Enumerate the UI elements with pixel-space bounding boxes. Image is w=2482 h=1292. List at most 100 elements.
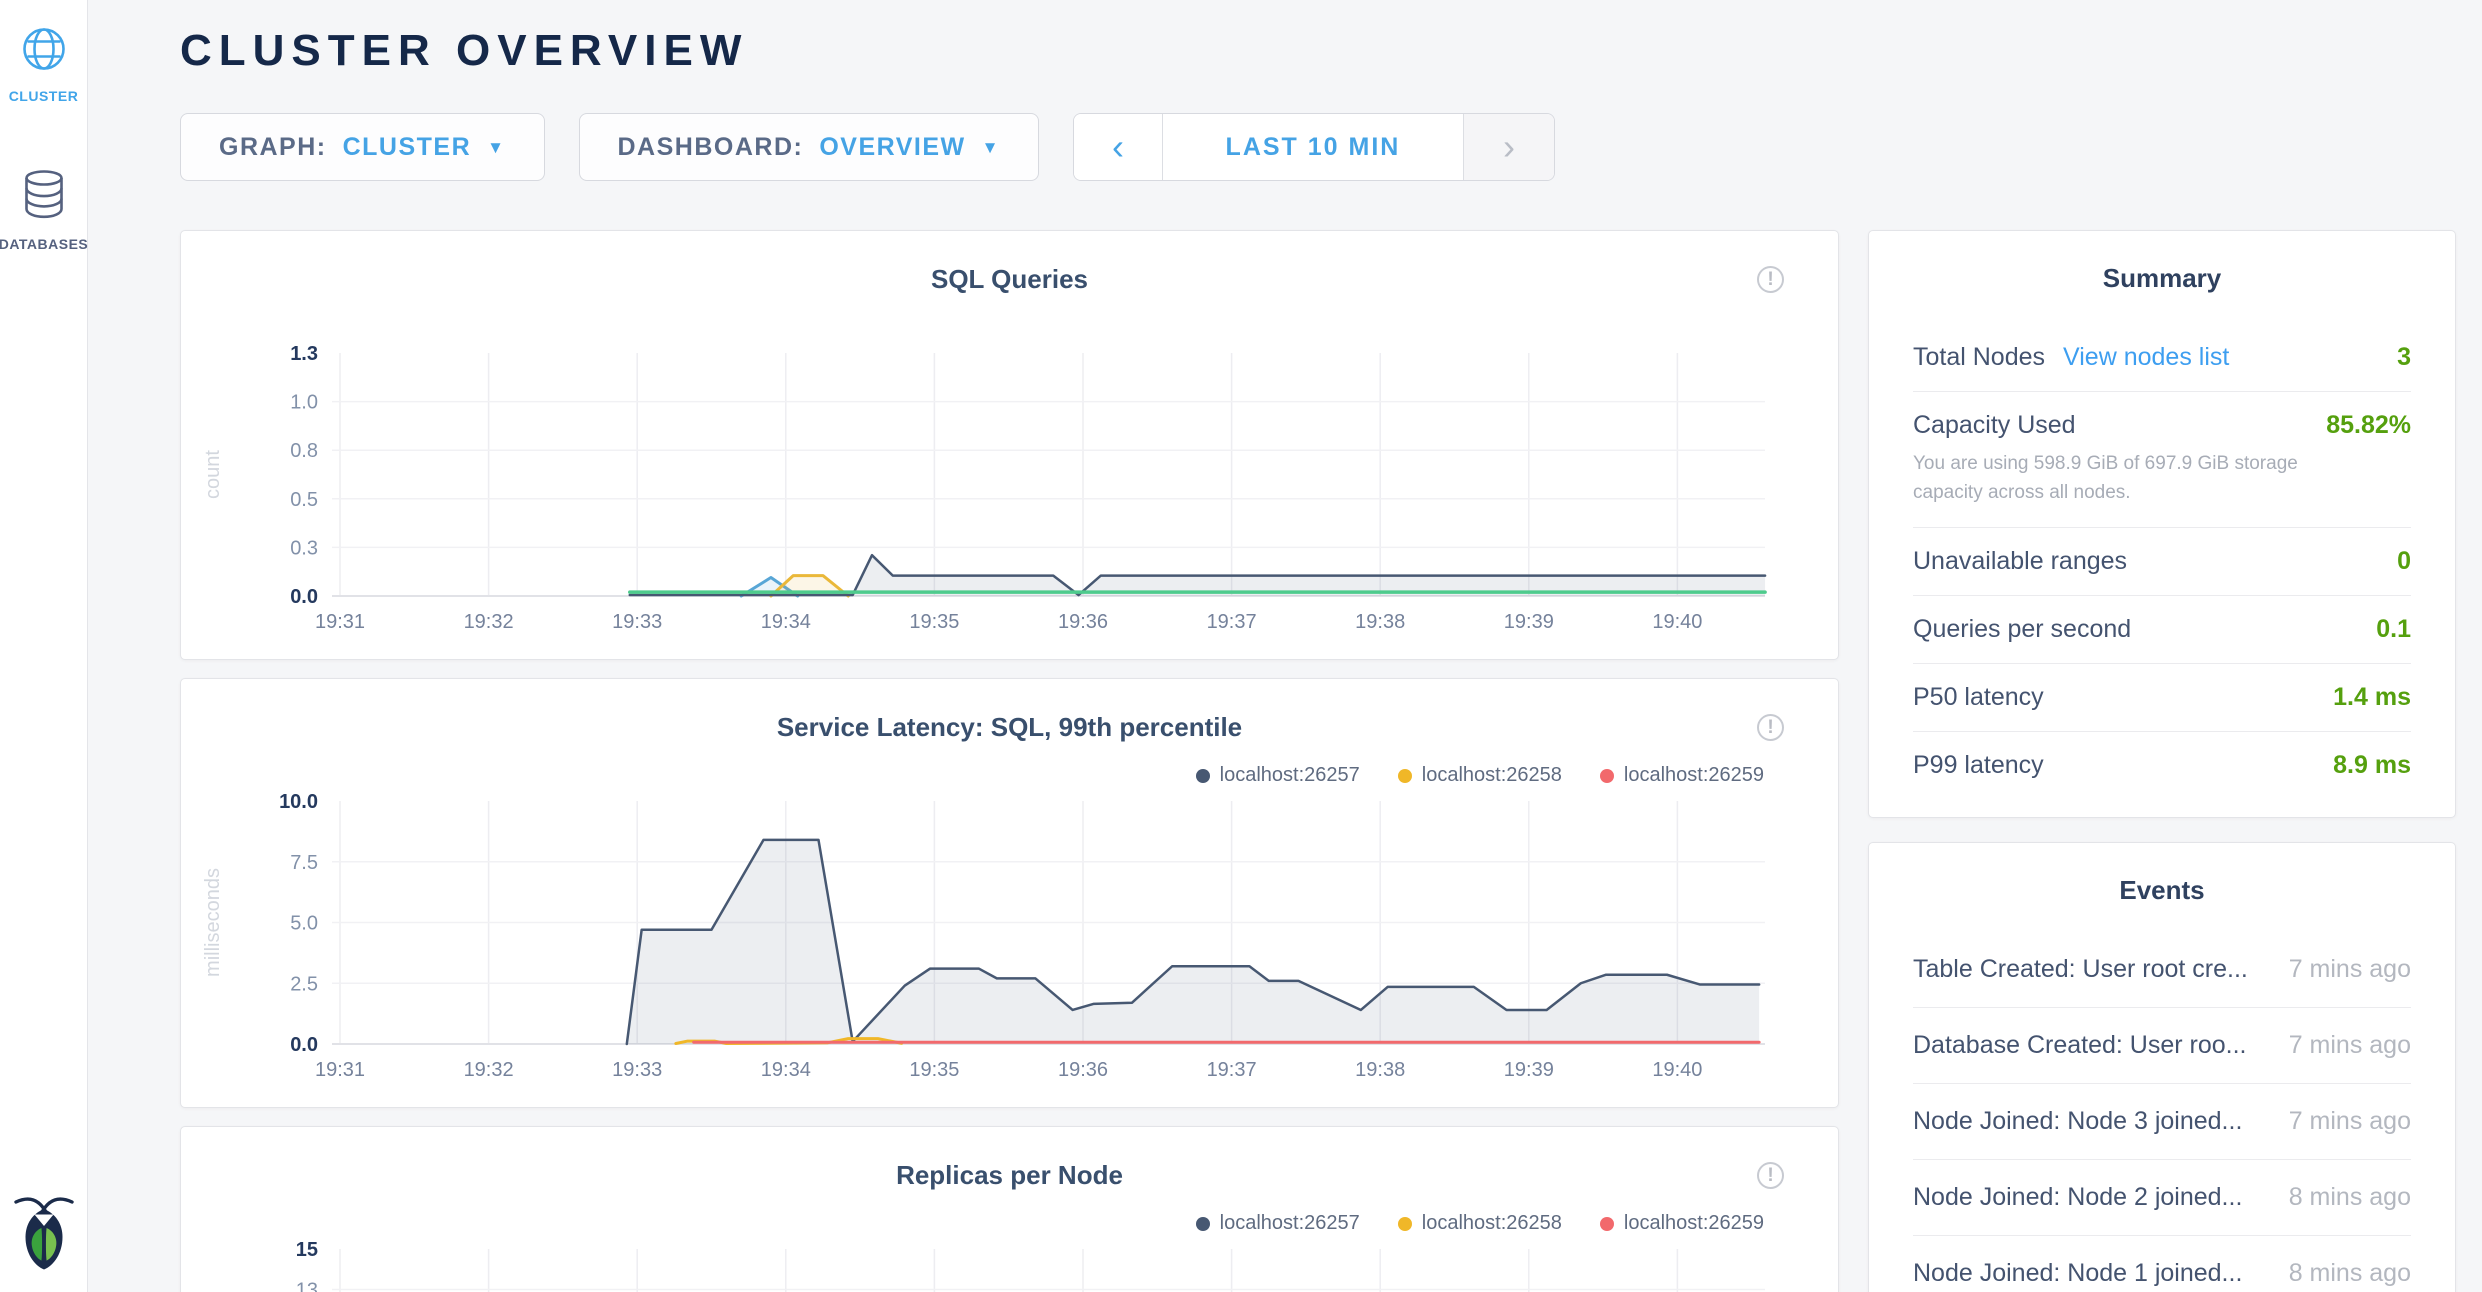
svg-text:19:34: 19:34 — [761, 1059, 811, 1081]
legend-dot-icon — [1195, 768, 1210, 783]
time-prev-button[interactable]: ‹ — [1073, 114, 1162, 180]
svg-text:19:34: 19:34 — [761, 611, 811, 633]
service-latency-card: 0.0 2.5 5.0 7.5 10.0 19:31 19:32 19:33 19:34 19:3… — [180, 678, 1839, 1108]
chevron-down-icon: ▼ — [487, 138, 506, 157]
svg-text:19:37: 19:37 — [1207, 611, 1257, 633]
summary-label: P99 latency — [1913, 750, 2044, 779]
legend-item[interactable]: localhost:26258 — [1397, 764, 1562, 787]
svg-text:19:36: 19:36 — [1058, 1059, 1108, 1081]
legend-item[interactable]: localhost:26257 — [1195, 1212, 1360, 1235]
event-row: Database Created: User roo... 7 mins ago — [1913, 1008, 2411, 1084]
svg-text:count: count — [202, 450, 224, 499]
event-row: Node Joined: Node 2 joined... 8 mins ago — [1913, 1160, 2411, 1236]
service-latency-chart[interactable]: 0.0 2.5 5.0 7.5 10.0 19:31 19:32 19:33 19:34 19:3… — [181, 679, 1840, 1109]
legend-dot-icon — [1195, 1216, 1210, 1231]
summary-row: P99 latency 8.9 ms — [1913, 730, 2411, 799]
summary-row: Total Nodes View nodes list 3 — [1913, 324, 2411, 391]
replicas-per-node-card: 151319:3119:3219:3319:3419:3519:3619:371… — [180, 1126, 1839, 1292]
legend-label: localhost:26259 — [1623, 1212, 1764, 1234]
replicas-per-node-chart[interactable]: 151319:3119:3219:3319:3419:3519:3619:371… — [181, 1127, 1840, 1292]
legend-label: localhost:26259 — [1623, 764, 1764, 786]
summary-label: P50 latency — [1913, 682, 2044, 711]
dashboard-dropdown[interactable]: DASHBOARD: OVERVIEW ▼ — [578, 113, 1039, 181]
event-text: Node Joined: Node 2 joined... — [1913, 1183, 2243, 1211]
time-range-selector: ‹ LAST 10 MIN › — [1072, 113, 1555, 181]
graph-dropdown-label: GRAPH: — [219, 132, 327, 161]
summary-caption: You are using 598.9 GiB of 697.9 GiB sto… — [1913, 453, 2298, 504]
svg-text:19:31: 19:31 — [315, 1059, 365, 1081]
time-next-button[interactable]: › — [1463, 114, 1554, 180]
legend-label: localhost:26257 — [1219, 1212, 1360, 1234]
legend-dot-icon — [1397, 768, 1412, 783]
event-row: Node Joined: Node 3 joined... 7 mins ago — [1913, 1084, 2411, 1160]
legend-item[interactable]: localhost:26259 — [1599, 1212, 1764, 1235]
svg-text:0.0: 0.0 — [290, 586, 318, 608]
events-card: Events Table Created: User root cre... 7 … — [1868, 842, 2456, 1292]
svg-text:0.8: 0.8 — [290, 440, 318, 462]
svg-text:19:31: 19:31 — [315, 611, 365, 633]
chart-legend: localhost:26257 localhost:26258 localhost:… — [1195, 1212, 1764, 1235]
controls-bar: GRAPH: CLUSTER ▼ DASHBOARD: OVERVIEW ▼ ‹… — [180, 113, 1555, 181]
info-icon[interactable]: ! — [1757, 1162, 1784, 1189]
svg-text:13: 13 — [296, 1280, 318, 1292]
svg-text:19:36: 19:36 — [1058, 611, 1108, 633]
sql-queries-card: 0.0 0.3 0.5 0.8 1.0 1.3 19:31 19:32 19:33 19:34 19… — [180, 230, 1839, 660]
summary-value: 0 — [2397, 546, 2411, 575]
cockroach-logo-icon — [13, 1197, 74, 1270]
svg-text:19:38: 19:38 — [1355, 611, 1405, 633]
legend-dot-icon — [1599, 1216, 1614, 1231]
legend-item[interactable]: localhost:26259 — [1599, 764, 1764, 787]
dashboard-dropdown-value: OVERVIEW — [819, 132, 966, 161]
cockroach-logo[interactable] — [13, 1193, 75, 1278]
chart-title: SQL Queries — [930, 264, 1089, 294]
svg-text:19:35: 19:35 — [909, 611, 959, 633]
event-time: 7 mins ago — [2288, 1031, 2411, 1059]
event-text: Table Created: User root cre... — [1913, 955, 2248, 983]
info-icon[interactable]: ! — [1757, 714, 1784, 741]
svg-text:1.0: 1.0 — [290, 392, 318, 414]
summary-label: Capacity Used — [1913, 411, 2076, 439]
event-row: Node Joined: Node 1 joined... 8 mins ago — [1913, 1236, 2411, 1292]
svg-text:7.5: 7.5 — [290, 852, 318, 874]
summary-row: P50 latency 1.4 ms — [1913, 662, 2411, 731]
summary-row: Unavailable ranges 0 — [1913, 526, 2411, 595]
graph-dropdown-value: CLUSTER — [342, 132, 472, 161]
time-range-label[interactable]: LAST 10 MIN — [1161, 114, 1464, 180]
sidebar-item-cluster[interactable]: CLUSTER — [0, 26, 87, 104]
event-text: Node Joined: Node 1 joined... — [1913, 1259, 2243, 1287]
svg-text:19:40: 19:40 — [1652, 1059, 1702, 1081]
svg-text:19:33: 19:33 — [612, 611, 662, 633]
event-time: 7 mins ago — [2288, 1107, 2411, 1135]
svg-text:milliseconds: milliseconds — [202, 868, 224, 977]
info-icon[interactable]: ! — [1757, 266, 1784, 293]
svg-text:19:39: 19:39 — [1504, 611, 1554, 633]
view-nodes-link[interactable]: View nodes list — [2063, 343, 2230, 371]
event-time: 7 mins ago — [2288, 955, 2411, 983]
summary-card: Summary Total Nodes View nodes list 3 Capac… — [1868, 230, 2456, 818]
legend-label: localhost:26258 — [1421, 1212, 1562, 1234]
summary-label: Unavailable ranges — [1913, 546, 2128, 575]
event-text: Node Joined: Node 3 joined... — [1913, 1107, 2243, 1135]
summary-value: 0.1 — [2376, 614, 2411, 643]
event-time: 8 mins ago — [2288, 1259, 2411, 1287]
sidebar-item-databases[interactable]: DATABASES — [0, 168, 89, 252]
summary-value: 8.9 ms — [2333, 750, 2411, 779]
svg-text:10.0: 10.0 — [279, 791, 318, 813]
summary-value: 3 — [2397, 343, 2411, 371]
summary-value: 85.82% — [2326, 411, 2411, 439]
legend-label: localhost:26257 — [1219, 764, 1360, 786]
chart-title: Service Latency: SQL, 99th percentile — [776, 712, 1243, 742]
summary-row: Capacity Used 85.82% You are using 598.9 G… — [1913, 391, 2411, 527]
sidebar-item-label: DATABASES — [0, 236, 89, 252]
event-text: Database Created: User roo... — [1913, 1031, 2247, 1059]
legend-item[interactable]: localhost:26257 — [1195, 764, 1360, 787]
page-title: CLUSTER OVERVIEW — [180, 26, 749, 75]
chart-legend: localhost:26257 localhost:26258 localhost:… — [1195, 764, 1764, 787]
legend-item[interactable]: localhost:26258 — [1397, 1212, 1562, 1235]
chevron-down-icon: ▼ — [981, 138, 1000, 157]
sql-queries-chart[interactable]: 0.0 0.3 0.5 0.8 1.0 1.3 19:31 19:32 19:33 19:34 19… — [181, 231, 1840, 661]
svg-text:1.3: 1.3 — [290, 343, 318, 365]
graph-dropdown[interactable]: GRAPH: CLUSTER ▼ — [180, 113, 545, 181]
svg-text:0.3: 0.3 — [290, 537, 318, 559]
svg-text:19:32: 19:32 — [464, 1059, 514, 1081]
